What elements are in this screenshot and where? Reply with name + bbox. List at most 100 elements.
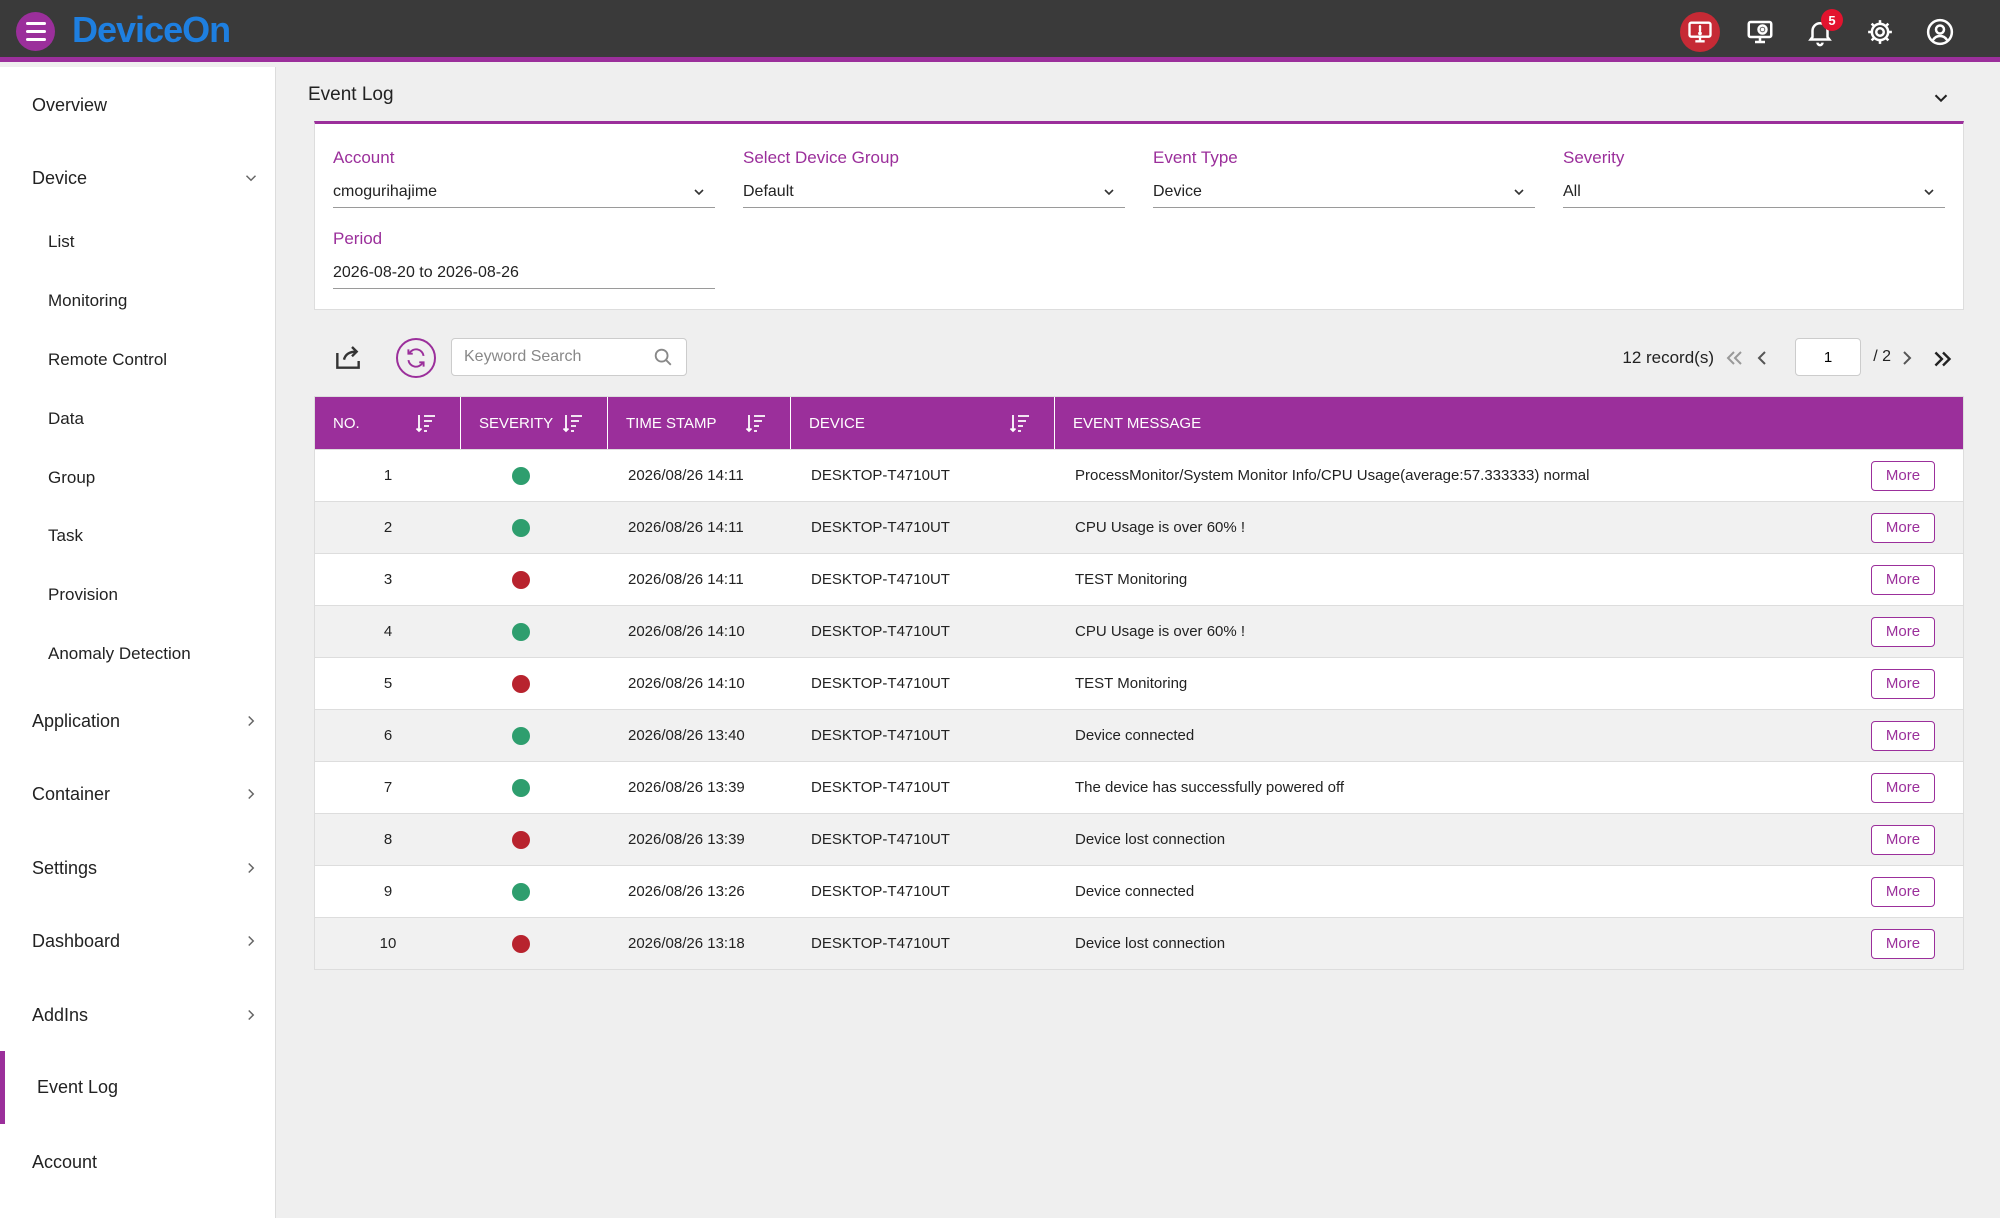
cell-timestamp: 2026/08/26 13:39 xyxy=(628,831,745,848)
sidebar-item-monitoring[interactable]: Monitoring xyxy=(0,278,276,324)
page-number-input[interactable] xyxy=(1795,338,1861,376)
cell-message: Device connected xyxy=(1075,883,1195,900)
sidebar-item-data[interactable]: Data xyxy=(0,396,276,442)
monitor-alert-icon xyxy=(1688,21,1712,43)
severity-status-icon xyxy=(511,674,530,693)
sort-icon[interactable] xyxy=(414,411,438,435)
severity-select[interactable]: All xyxy=(1563,176,1945,208)
cell-device: DESKTOP-T4710UT xyxy=(811,935,950,952)
cell-no: 3 xyxy=(383,571,393,588)
cell-severity xyxy=(461,570,608,589)
chevron-right-icon xyxy=(248,715,255,727)
sidebar-item-dashboard[interactable]: Dashboard xyxy=(0,913,276,969)
device-group-label: Select Device Group xyxy=(743,148,899,167)
page-title: Event Log xyxy=(308,84,394,105)
more-button[interactable]: More xyxy=(1871,772,1935,803)
more-button[interactable]: More xyxy=(1871,460,1935,491)
more-button[interactable]: More xyxy=(1871,720,1935,751)
cell-no: 9 xyxy=(383,883,393,900)
sidebar-item-overview[interactable]: Overview xyxy=(0,77,276,133)
sidebar-item-remote-control[interactable]: Remote Control xyxy=(0,337,276,383)
cell-severity xyxy=(461,778,608,797)
more-button[interactable]: More xyxy=(1871,824,1935,855)
cell-message: Device connected xyxy=(1075,727,1195,744)
chevrons-left-icon[interactable] xyxy=(1722,346,1746,370)
sort-icon[interactable] xyxy=(744,411,768,435)
chevrons-right-icon[interactable] xyxy=(1930,346,1956,372)
chevron-right-icon[interactable] xyxy=(1895,346,1919,370)
chevron-right-icon xyxy=(248,862,255,874)
sidebar-item-addins[interactable]: AddIns xyxy=(0,987,276,1043)
event-log-table: NO. SEVERITY TIME STAMP DEVICE EVENT MES… xyxy=(314,396,1964,970)
more-button[interactable]: More xyxy=(1871,668,1935,699)
cell-action: More xyxy=(1843,512,1963,543)
more-button[interactable]: More xyxy=(1871,616,1935,647)
severity-status-icon xyxy=(511,518,530,537)
search-icon[interactable] xyxy=(652,346,674,368)
sidebar-item-account[interactable]: Account xyxy=(0,1134,276,1190)
severity-status-icon xyxy=(511,466,530,485)
refresh-button[interactable] xyxy=(396,338,436,378)
header-message: EVENT MESSAGE xyxy=(1055,397,1963,449)
sidebar-item-list[interactable]: List xyxy=(0,219,276,265)
cell-timestamp: 2026/08/26 13:18 xyxy=(628,935,745,952)
table-row[interactable]: 1 2026/08/26 14:11 DESKTOP-T4710UT ProcessM… xyxy=(315,449,1963,501)
sidebar-item-anomaly-detection[interactable]: Anomaly Detection xyxy=(0,631,276,677)
main-content: Event Log Account cmogurihajime Select D… xyxy=(277,67,2000,1218)
more-button[interactable]: More xyxy=(1871,876,1935,907)
user-profile-button[interactable] xyxy=(1920,12,1960,52)
sidebar-item-provision[interactable]: Provision xyxy=(0,572,276,618)
sidebar-item-label: Group xyxy=(48,468,96,487)
table-row[interactable]: 2 2026/08/26 14:11 DESKTOP-T4710UT CPU Usag… xyxy=(315,501,1963,553)
account-value: cmogurihajime xyxy=(333,182,438,200)
table-row[interactable]: 10 2026/08/26 13:18 DESKTOP-T4710UT Device … xyxy=(315,917,1963,969)
header-device: DEVICE xyxy=(791,397,1055,449)
table-row[interactable]: 3 2026/08/26 14:11 DESKTOP-T4710UT TEST Mon… xyxy=(315,553,1963,605)
device-group-select[interactable]: Default xyxy=(743,176,1125,208)
table-row[interactable]: 9 2026/08/26 13:26 DESKTOP-T4710UT Device c… xyxy=(315,865,1963,917)
more-button[interactable]: More xyxy=(1871,928,1935,959)
search-input[interactable] xyxy=(452,348,642,366)
record-count: 12 record(s) xyxy=(1622,348,1714,367)
cell-severity xyxy=(461,622,608,641)
cell-message: ProcessMonitor/System Monitor Info/CPU U… xyxy=(1075,467,1590,484)
sidebar-item-group[interactable]: Group xyxy=(0,455,276,501)
more-button[interactable]: More xyxy=(1871,564,1935,595)
device-group-filter: Select Device Group Default xyxy=(743,148,1125,208)
account-label: Account xyxy=(333,148,395,167)
sidebar-item-device[interactable]: Device xyxy=(0,150,276,206)
app-logo[interactable]: DeviceOn xyxy=(72,9,231,50)
monitor-add-icon xyxy=(1747,20,1773,44)
sidebar-item-label: Event Log xyxy=(37,1077,119,1097)
header-label: SEVERITY xyxy=(479,414,554,432)
device-add-button[interactable] xyxy=(1740,12,1780,52)
account-select[interactable]: cmogurihajime xyxy=(333,176,715,208)
table-row[interactable]: 6 2026/08/26 13:40 DESKTOP-T4710UT Device c… xyxy=(315,709,1963,761)
export-icon[interactable] xyxy=(332,341,364,373)
sidebar-item-application[interactable]: Application xyxy=(0,693,276,749)
table-row[interactable]: 4 2026/08/26 14:10 DESKTOP-T4710UT CPU Usag… xyxy=(315,605,1963,657)
sidebar-item-event-log[interactable]: Event Log xyxy=(0,1051,276,1124)
hamburger-menu-button[interactable] xyxy=(16,12,55,51)
event-type-select[interactable]: Device xyxy=(1153,176,1535,208)
more-button[interactable]: More xyxy=(1871,512,1935,543)
sidebar-item-settings[interactable]: Settings xyxy=(0,840,276,896)
refresh-icon xyxy=(407,348,425,368)
gear-icon xyxy=(1868,20,1892,44)
sidebar-item-container[interactable]: Container xyxy=(0,766,276,822)
severity-value: All xyxy=(1563,182,1581,200)
alert-monitor-button[interactable] xyxy=(1680,12,1720,52)
sort-icon[interactable] xyxy=(561,411,585,435)
chevron-down-icon[interactable] xyxy=(1930,87,1952,109)
table-row[interactable]: 8 2026/08/26 13:39 DESKTOP-T4710UT Device l… xyxy=(315,813,1963,865)
sort-icon[interactable] xyxy=(1008,411,1032,435)
chevron-left-icon[interactable] xyxy=(1750,346,1774,370)
cell-timestamp: 2026/08/26 14:11 xyxy=(628,571,744,588)
table-row[interactable]: 7 2026/08/26 13:39 DESKTOP-T4710UT The devi… xyxy=(315,761,1963,813)
period-input[interactable]: 2026-08-20 to 2026-08-26 xyxy=(333,257,715,289)
sidebar-item-task[interactable]: Task xyxy=(0,513,276,559)
notifications-button[interactable]: 5 xyxy=(1800,9,1843,52)
chevron-down-icon xyxy=(1924,188,1934,195)
table-row[interactable]: 5 2026/08/26 14:10 DESKTOP-T4710UT TEST Mon… xyxy=(315,657,1963,709)
settings-button[interactable] xyxy=(1860,12,1900,52)
